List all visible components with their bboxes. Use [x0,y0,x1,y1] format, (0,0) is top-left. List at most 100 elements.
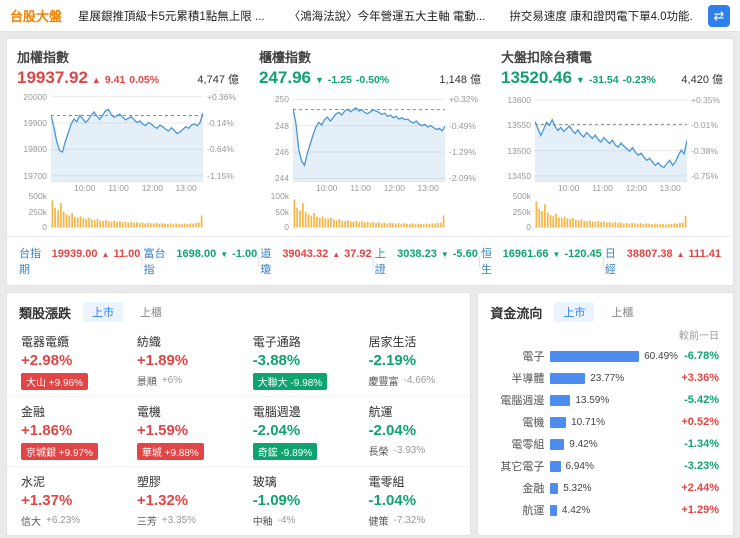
y-axis-price-label: 13550 [507,120,531,131]
y-axis-price-label: 20000 [23,91,47,102]
fund-flow-row[interactable]: 半導體 23.77% +3.36% [478,367,733,389]
sector-leader: 大聯大 -9.98% [252,373,341,390]
index-title: 大盤扣除台積電 [501,50,593,65]
fund-flow-row[interactable]: 其它電子 6.94% -3.23% [478,455,733,477]
ticker-label: 富台指 [143,248,166,276]
flow-bar-track: 5.32% [550,482,667,494]
index-price: 19937.92 [17,68,88,87]
y-axis-price-label: 13500 [507,145,531,156]
index-price-row: 247.96 ▼ -1.25 -0.50% 1,148 億 [255,66,485,88]
fund-flow-row[interactable]: 電機 10.71% +0.52% [478,411,733,433]
fund-flow-row[interactable]: 電腦週邊 13.59% -5.42% [478,389,733,411]
ticker-item[interactable]: 恒生 16961.66 ▼ -120.45 [481,245,602,277]
flow-bar-track: 10.71% [550,416,667,428]
indices-card: 加權指數 19937.92 ▲ 9.41 0.05% 4,747 億 20000… [6,38,734,286]
sector-cell[interactable]: 居家生活 -2.19% 慶豐富 -4.66% [355,327,471,396]
flow-change: -3.23% [684,460,719,472]
flow-change: +3.36% [681,372,719,384]
expand-button[interactable]: ⇄ [708,4,730,27]
leader-stock-pct: +6.23% [46,515,81,526]
sector-cell[interactable]: 金融 +1.86% 京城銀 +9.97% [7,396,123,466]
sector-tab-listed[interactable]: 上市 [83,302,124,322]
flow-tab-otc[interactable]: 上櫃 [611,307,634,319]
news-headline[interactable]: 拚交易速度 康和證閃電下單4.0功能... [509,10,692,23]
time-tick: 10:00 [316,183,338,193]
time-tick: 11:00 [108,183,129,193]
leader-stock-pct: -4% [277,515,296,526]
sector-cell[interactable]: 電零組 -1.04% 健策 -7.32% [354,466,471,534]
ticker-item[interactable]: 富台指 1698.00 ▼ -1.00 [144,245,258,277]
time-tick: 13:00 [659,183,681,193]
flow-bar [550,416,567,428]
volume-chart: 500k 250k 0 [513,192,687,231]
fund-flow-row[interactable]: 電零組 9.42% -1.34% [478,433,733,455]
index-change-pct: 0.05% [129,74,160,86]
flow-sector-label: 電零組 [511,439,545,451]
y-axis-price-label: 244 [274,173,289,184]
flow-sector-label: 電子 [522,351,545,363]
y-axis-pct-label: -0.75% [691,170,718,181]
sector-leader: 大山 +9.96% [21,373,109,390]
flow-pct-label: 23.77% [590,372,625,384]
time-tick: 11:00 [592,183,613,193]
sector-change-pct: +1.86% [21,422,73,439]
time-tick: 12:00 [625,183,647,193]
y-axis-price-label: 248 [274,120,289,131]
time-tick: 12:00 [141,183,163,193]
flow-change: -1.34% [684,438,719,450]
price-chart: 250 +0.32% 248 -0.49% 246 -1.29% 244 -2.09% [275,94,478,182]
flow-bar [550,482,559,494]
leader-stock-name: 慶豐富 [368,377,399,388]
fund-flow-row[interactable]: 航運 4.42% +1.29% [478,499,733,521]
news-list: 星展銀推頂級卡5元累積1點無上限 ... 〈鴻海法說〉今年營運五大主軸 電動...… [78,8,692,24]
index-title: 加權指數 [17,50,70,65]
time-tick: 11:00 [350,183,371,193]
news-headline[interactable]: 星展銀推頂級卡5元累積1點無上限 ... [78,10,265,23]
ticker-label: 上證 [374,248,386,276]
sector-leader: 華城 +9.88% [136,443,225,460]
price-line-chart [51,94,203,181]
ticker-divider: | [371,254,375,268]
topbar: 台股大盤 星展銀推頂級卡5元累積1點無上限 ... 〈鴻海法說〉今年營運五大主軸 … [0,0,740,32]
ticker-item[interactable]: 日經 38807.38 ▲ 111.41 [605,245,721,277]
sector-cell[interactable]: 塑膠 +1.32% 三芳 +3.35% [122,466,239,534]
sector-tab-otc[interactable]: 上櫃 [140,307,163,319]
news-headline[interactable]: 〈鴻海法說〉今年營運五大主軸 電動... [288,10,486,23]
leader-stock-name: 三芳 [136,517,157,528]
ticker-change: 37.92 [344,248,372,260]
flow-bar-track: 23.77% [550,372,667,384]
sector-name: 電零組 [368,475,405,489]
ticker-value: 16961.66 [502,248,549,260]
sector-cell[interactable]: 電器電纜 +2.98% 大山 +9.96% [7,327,123,396]
y-axis-price-label: 13600 [507,94,531,105]
sector-cell[interactable]: 水泥 +1.37% 信大 +6.23% [7,466,123,534]
flow-card-title: 資金流向 [490,305,543,321]
index-change: 9.41 [104,74,126,86]
sector-change-pct: -1.04% [368,492,417,509]
ticker-item[interactable]: 台指期 19939.00 ▲ 11.00 [19,245,140,277]
flow-tab-listed[interactable]: 上市 [554,302,595,322]
sector-cell[interactable]: 電機 +1.59% 華城 +9.88% [122,396,239,466]
sector-change-pct: +1.37% [21,492,73,509]
fund-flow-row[interactable]: 金融 5.32% +2.44% [478,477,733,499]
ticker-label: 日經 [604,248,616,276]
flow-bar-track: 60.49% [550,350,678,362]
ticker-item[interactable]: 道瓊 39043.32 ▲ 37.92 [260,245,371,277]
sector-cell[interactable]: 航運 -2.04% 長榮 -3.93% [354,396,471,466]
change-triangle-icon: ▲ [101,250,110,259]
volume-axis-label: 0 [42,221,47,232]
ticker-item[interactable]: 上證 3038.23 ▼ -5.60 [375,245,478,277]
fund-flow-row[interactable]: 電子 60.49% -6.78% [478,345,733,367]
volume-bars [293,199,445,227]
time-axis: 10:00 11:00 12:00 13:00 [51,182,203,194]
sector-change-pct: +1.59% [136,422,189,439]
sector-cell[interactable]: 玻璃 -1.09% 中釉 -4% [238,466,355,534]
flow-pct-label: 6.94% [565,460,594,472]
sector-cell[interactable]: 紡織 +1.89% 景順 +6% [123,327,239,396]
sector-cell[interactable]: 電腦週邊 -2.04% 奇鋐 -9.89% [238,396,355,466]
sector-cell[interactable]: 電子通路 -3.88% 大聯大 -9.98% [239,327,355,396]
index-volume: 4,420 億 [681,74,723,86]
ticker-label: 台指期 [19,248,41,276]
swap-arrows-icon: ⇄ [713,7,725,23]
charts-row: 加權指數 19937.92 ▲ 9.41 0.05% 4,747 億 20000… [7,39,733,236]
